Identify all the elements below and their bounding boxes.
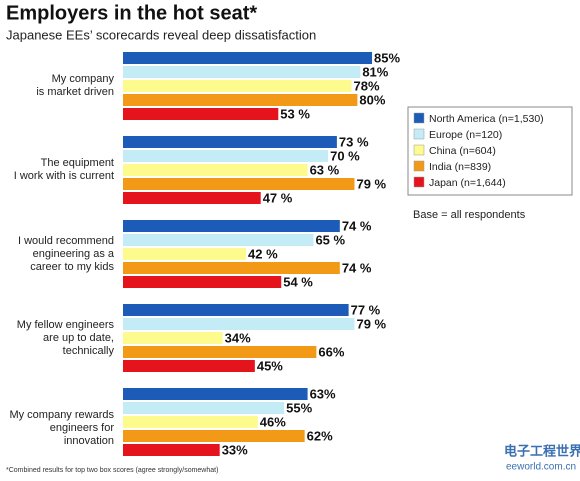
- value-label: 85%: [374, 50, 400, 65]
- value-label: 78%: [354, 78, 380, 93]
- value-label: 79 %: [356, 176, 386, 191]
- bar: [123, 444, 220, 456]
- value-label: 81%: [362, 64, 388, 79]
- value-label: 53 %: [280, 106, 310, 121]
- category-label: My fellow engineers are up to date, tech…: [16, 318, 114, 357]
- bar: [123, 416, 258, 428]
- bar: [123, 164, 308, 176]
- bar: [123, 304, 349, 316]
- bar: [123, 80, 352, 92]
- value-label: 77 %: [351, 302, 381, 317]
- bar: [123, 430, 305, 442]
- value-label: 55%: [286, 400, 312, 415]
- legend-swatch: [413, 176, 425, 188]
- bar: [123, 332, 223, 344]
- value-label: 70 %: [330, 148, 360, 163]
- bar: [123, 66, 361, 78]
- value-label: 46%: [260, 414, 286, 429]
- bar: [123, 192, 261, 204]
- legend-label: North America (n=1,530): [429, 113, 544, 125]
- value-label: 54 %: [283, 274, 313, 289]
- chart-subtitle: Japanese EEs’ scorecards reveal deep dis…: [6, 27, 316, 42]
- value-label: 74 %: [342, 218, 372, 233]
- category-label: My company is market driven: [36, 73, 114, 98]
- value-label: 66%: [318, 344, 344, 359]
- watermark-url: eeworld.com.cn: [506, 462, 576, 473]
- category-label: My company rewards engineers for innovat…: [9, 409, 114, 447]
- bar: [123, 136, 337, 148]
- bar: [123, 402, 285, 414]
- bar: [123, 388, 308, 400]
- bar: [123, 150, 329, 162]
- value-label: 45%: [257, 358, 283, 373]
- value-label: 80%: [359, 92, 385, 107]
- legend-label: Europe (n=120): [429, 129, 502, 141]
- legend-swatch: [413, 160, 425, 172]
- footnote: *Combined results for top two box scores…: [6, 467, 218, 474]
- bar: [123, 178, 355, 190]
- value-label: 62%: [307, 428, 333, 443]
- watermark: 电子工程世界: [504, 443, 580, 458]
- bar: [123, 52, 373, 64]
- value-label: 63 %: [310, 162, 340, 177]
- value-label: 63%: [310, 386, 336, 401]
- bar: [123, 234, 314, 246]
- value-label: 65 %: [315, 232, 345, 247]
- legend-label: China (n=604): [429, 145, 496, 157]
- legend-label: India (n=839): [429, 161, 491, 173]
- legend-swatch: [413, 144, 425, 156]
- bar: [123, 346, 317, 358]
- chart-title: Employers in the hot seat*: [6, 2, 257, 24]
- bar: [123, 276, 282, 288]
- bar: [123, 318, 355, 330]
- bar: [123, 94, 358, 106]
- legend-label: Japan (n=1,644): [429, 177, 506, 189]
- value-label: 74 %: [342, 260, 372, 275]
- category-label: The equipment I work with is current: [13, 157, 114, 182]
- value-label: 33%: [222, 442, 248, 457]
- value-label: 79 %: [356, 316, 386, 331]
- legend-swatch: [413, 112, 425, 124]
- value-label: 34%: [225, 330, 251, 345]
- value-label: 42 %: [248, 246, 278, 261]
- value-label: 47 %: [263, 190, 293, 205]
- legend-swatch: [413, 128, 425, 140]
- bar: [123, 220, 340, 232]
- bar: [123, 108, 279, 120]
- bar: [123, 262, 340, 274]
- note: Base = all respondents: [413, 209, 526, 221]
- legend-box: [407, 106, 573, 196]
- category-label: I would recommend engineering as a caree…: [18, 234, 114, 273]
- bar: [123, 248, 247, 260]
- bar: [123, 360, 255, 372]
- value-label: 73 %: [339, 134, 369, 149]
